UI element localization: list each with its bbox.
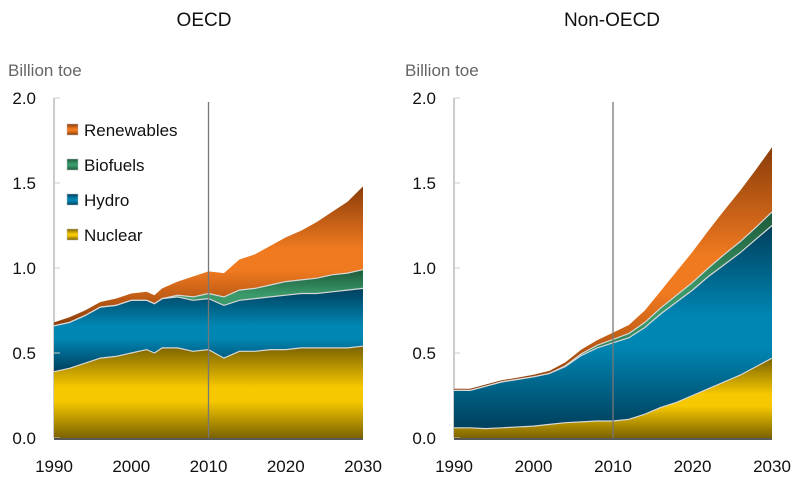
y-tick-label: 0.0 xyxy=(412,429,436,448)
y-tick-label: 0.0 xyxy=(12,429,36,448)
y-tick-label: 2.0 xyxy=(12,89,36,108)
y-tick-label: 1.5 xyxy=(412,174,436,193)
legend-label-hydro: Hydro xyxy=(84,191,129,210)
legend-swatch-renewables xyxy=(66,123,79,136)
legend-swatch-hydro xyxy=(66,193,79,206)
y-tick-label: 1.0 xyxy=(412,259,436,278)
layer-boundary-nuclear xyxy=(53,345,364,373)
y-tick-label: 0.5 xyxy=(412,344,436,363)
x-tick-label: 1990 xyxy=(35,457,73,476)
layer-boundary-biofuels xyxy=(53,269,364,327)
y-tick-label: 2.0 xyxy=(412,89,436,108)
x-tick-label: 1990 xyxy=(435,457,473,476)
x-tick-label: 2020 xyxy=(674,457,712,476)
y-axis-unit-label: Billion toe xyxy=(405,61,479,80)
y-tick-label: 1.0 xyxy=(12,259,36,278)
y-tick-label: 0.5 xyxy=(12,344,36,363)
panel-oecd: OECD Billion toe 0.0 0.5 1.0 1.5 2.0 1990 2000 20… xyxy=(8,10,382,476)
legend-swatch-biofuels xyxy=(66,158,79,171)
area-hydro xyxy=(454,225,772,429)
x-tick-label: 2030 xyxy=(344,457,382,476)
x-tick-label: 2000 xyxy=(112,457,150,476)
x-tick-label: 2000 xyxy=(515,457,553,476)
chart-title: Non-OECD xyxy=(564,10,660,31)
panel-non-oecd: Non-OECD Billion toe 0.0 0.5 1.0 1.5 2.0 1990 20… xyxy=(405,10,791,476)
x-tick-label: 2010 xyxy=(190,457,228,476)
legend: Renewables Biofuels Hydro Nuclear xyxy=(66,121,178,245)
y-axis-unit-label: Billion toe xyxy=(8,61,82,80)
area-renewables xyxy=(54,186,363,326)
chart-title: OECD xyxy=(177,10,232,31)
legend-swatch-nuclear xyxy=(66,228,79,241)
area-nuclear xyxy=(454,358,772,438)
x-tick-label: 2020 xyxy=(267,457,305,476)
x-tick-label: 2010 xyxy=(594,457,632,476)
y-tick-label: 1.5 xyxy=(12,174,36,193)
legend-label-renewables: Renewables xyxy=(84,121,178,140)
x-tick-label: 2030 xyxy=(753,457,791,476)
legend-label-biofuels: Biofuels xyxy=(84,156,144,175)
legend-label-nuclear: Nuclear xyxy=(84,226,143,245)
